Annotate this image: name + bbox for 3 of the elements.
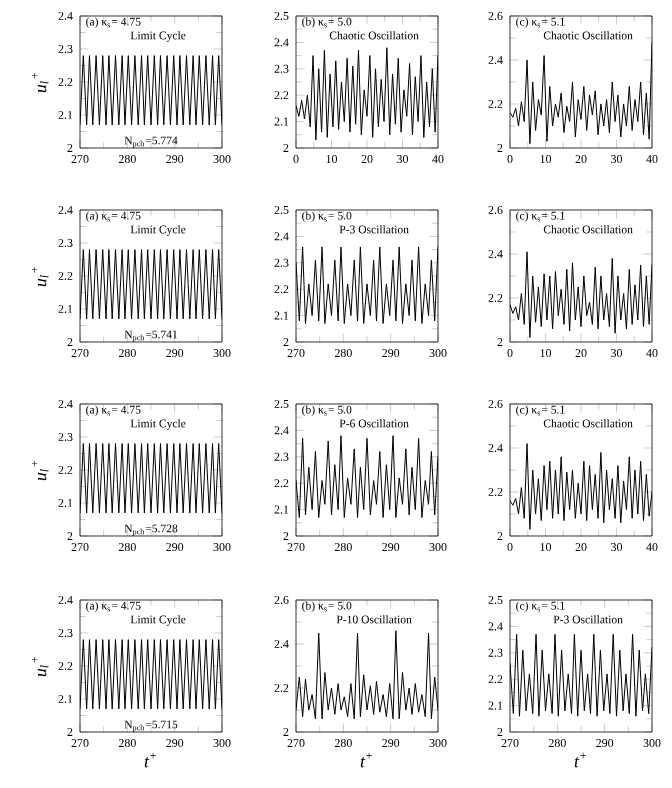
- x-axis-title: t$^{+}$: [144, 752, 156, 768]
- x-axis-title: t$^{+}$: [360, 752, 372, 768]
- x-axis-title: t$^{+}$: [574, 752, 586, 768]
